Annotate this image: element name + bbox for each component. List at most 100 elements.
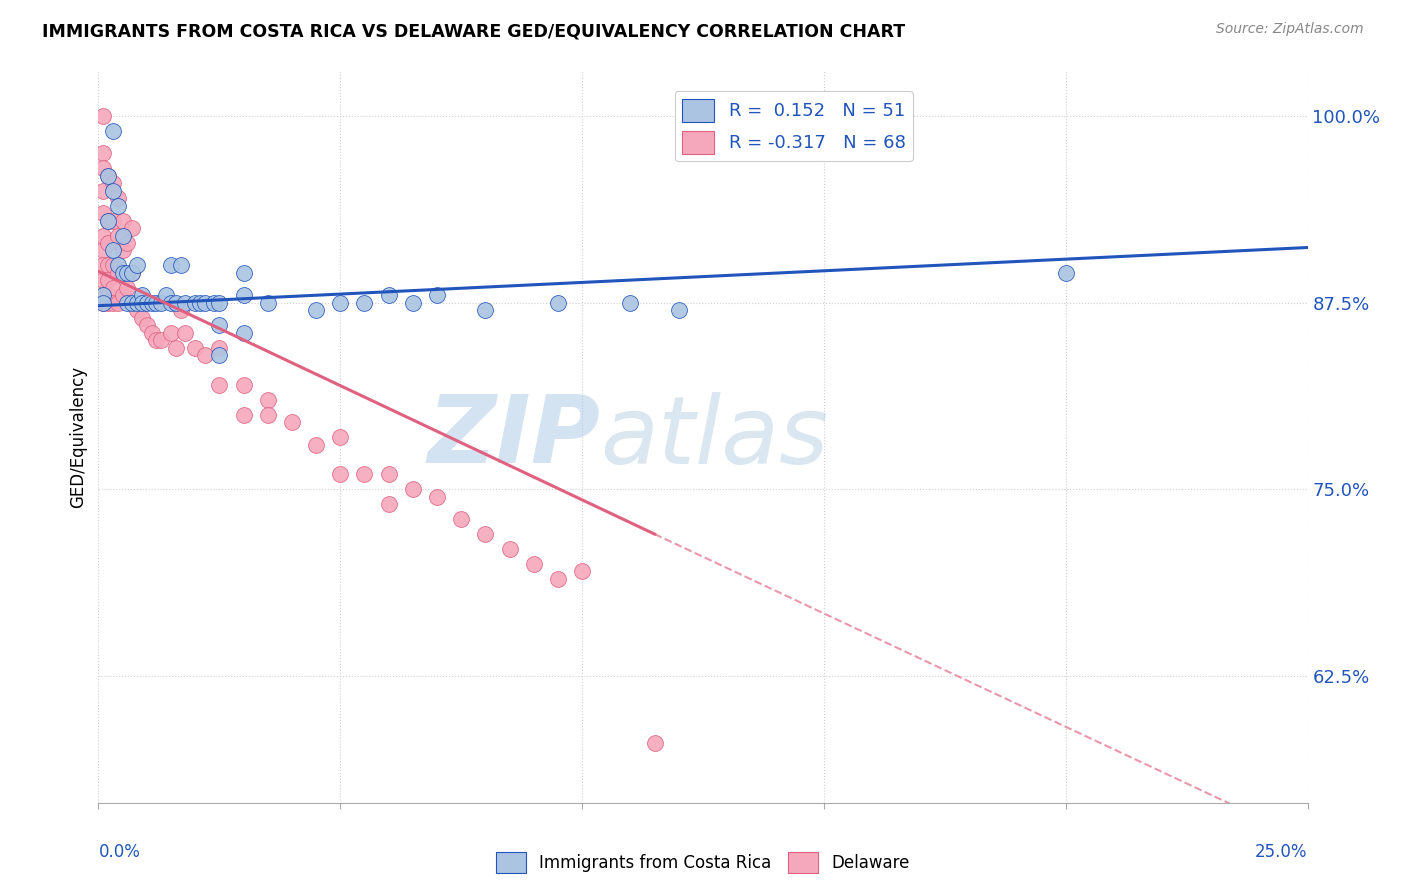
Point [131,288,153,302]
Point [208,377,231,392]
Point [131,295,153,310]
Point [208,295,231,310]
Point [208,318,231,332]
Point [101,281,124,295]
Point [256,408,278,422]
Point [97,288,120,302]
Point [121,266,143,280]
Point [101,184,124,198]
Point [644,736,666,750]
Legend: R =  0.152   N = 51, R = -0.317   N = 68: R = 0.152 N = 51, R = -0.317 N = 68 [675,91,912,161]
Point [111,266,134,280]
Point [329,430,352,444]
Point [101,259,124,273]
Point [91,288,114,302]
Point [169,259,191,273]
Point [232,326,254,340]
Y-axis label: GED/Equivalency: GED/Equivalency [69,366,87,508]
Point [256,392,278,407]
Point [135,318,157,332]
Point [281,415,304,429]
Point [111,213,134,227]
Point [305,303,328,318]
Point [97,213,120,227]
Point [127,259,149,273]
Point [121,266,143,280]
Point [97,273,120,287]
Point [174,326,197,340]
Text: 0.0%: 0.0% [98,843,141,861]
Point [547,572,569,586]
Point [91,184,114,198]
Point [353,467,375,482]
Point [135,295,157,310]
Point [160,259,183,273]
Point [232,377,254,392]
Point [91,273,114,287]
Point [117,235,139,250]
Point [188,295,211,310]
Point [121,295,143,310]
Point [353,295,375,310]
Point [450,512,472,526]
Point [174,295,197,310]
Point [91,288,114,302]
Point [107,228,129,243]
Point [127,295,149,310]
Point [91,161,114,176]
Point [619,295,641,310]
Point [111,244,134,258]
Point [402,295,425,310]
Point [402,483,425,497]
Point [523,557,546,571]
Point [305,437,328,451]
Point [194,348,217,362]
Point [377,288,399,302]
Point [208,341,231,355]
Point [426,288,449,302]
Point [232,288,254,302]
Point [184,295,207,310]
Point [117,281,139,295]
Point [97,235,120,250]
Text: 25.0%: 25.0% [1256,843,1308,861]
Point [91,244,114,258]
Point [150,295,173,310]
Point [131,310,153,325]
Point [547,295,569,310]
Point [91,259,114,273]
Point [107,266,129,280]
Point [208,348,231,362]
Point [194,295,217,310]
Point [474,527,496,541]
Point [377,497,399,511]
Point [571,565,593,579]
Point [91,295,114,310]
Point [155,288,177,302]
Point [127,303,149,318]
Point [232,266,254,280]
Point [101,213,124,227]
Text: IMMIGRANTS FROM COSTA RICA VS DELAWARE GED/EQUIVALENCY CORRELATION CHART: IMMIGRANTS FROM COSTA RICA VS DELAWARE G… [42,22,905,40]
Point [256,295,278,310]
Point [91,109,114,123]
Point [91,146,114,161]
Point [107,191,129,205]
Point [111,228,134,243]
Point [1054,266,1077,280]
Point [91,206,114,220]
Point [329,467,352,482]
Point [668,303,690,318]
Point [97,295,120,310]
Point [101,244,124,258]
Point [160,295,183,310]
Point [97,213,120,227]
Point [141,326,163,340]
Point [426,490,449,504]
Text: Source: ZipAtlas.com: Source: ZipAtlas.com [1216,22,1364,37]
Point [101,124,124,138]
Point [101,177,124,191]
Text: ZIP: ZIP [427,391,600,483]
Point [97,169,120,183]
Legend: Immigrants from Costa Rica, Delaware: Immigrants from Costa Rica, Delaware [489,846,917,880]
